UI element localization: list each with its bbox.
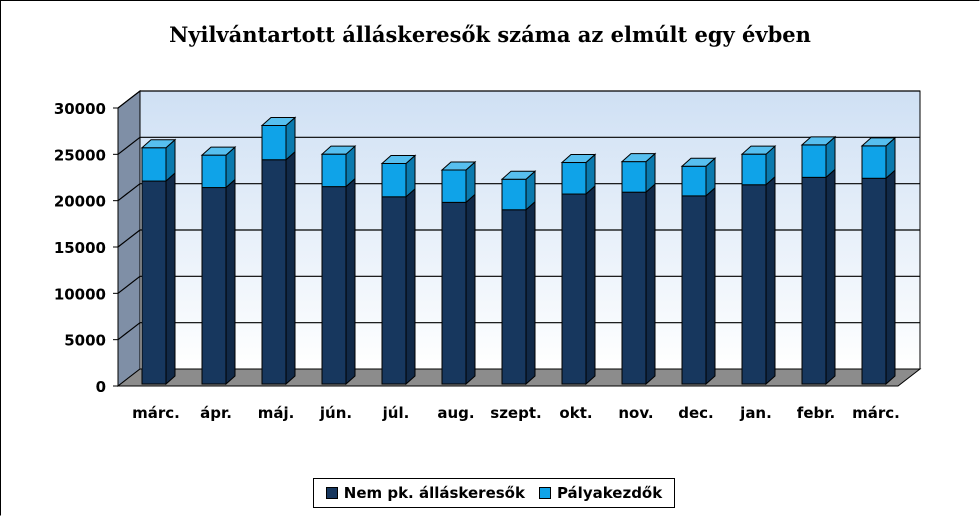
bar-segment [381, 162, 407, 198]
x-tick-label: okt. [559, 404, 592, 422]
bar-segment [381, 196, 407, 385]
bar-top [200, 146, 237, 156]
y-tick-label: 0 [96, 378, 106, 396]
bar-segment [321, 153, 347, 188]
bar-segment [681, 195, 707, 385]
bar-segment-side [645, 183, 656, 386]
legend: Nem pk. álláskeresők Pályakezdők [313, 478, 675, 508]
bar-segment [141, 180, 167, 385]
x-tick-label: márc. [132, 404, 180, 422]
bar-segment-side [405, 187, 416, 386]
bar-top [620, 153, 657, 163]
bar-segment [801, 144, 827, 178]
x-tick-label: nov. [618, 404, 653, 422]
bar-segment [441, 169, 467, 203]
bar-segment [861, 177, 887, 385]
legend-label-series-2: Pályakezdők [556, 484, 663, 502]
bar-top [320, 145, 357, 155]
bar-top [800, 136, 837, 146]
bar-segment [741, 184, 767, 385]
y-tick-label: 10000 [54, 285, 106, 303]
bar-segment-side [825, 168, 836, 386]
bar-segment [501, 178, 527, 211]
gridline [117, 322, 920, 341]
gridline [117, 90, 920, 109]
bar-segment [681, 165, 707, 197]
chart-title: Nyilvántartott álláskeresők száma az elm… [169, 22, 811, 47]
gridline [117, 229, 920, 248]
bar-segment [621, 191, 647, 385]
bar-top [380, 154, 417, 164]
bar-segment [801, 176, 827, 385]
x-tick-label: júl. [382, 404, 410, 422]
bar-segment [201, 154, 227, 189]
bar-segment-side [525, 200, 536, 386]
bar-segment [201, 187, 227, 385]
bar-top [860, 137, 897, 147]
bar-segment-side [225, 178, 236, 386]
bar-segment-side [465, 193, 476, 386]
gridline [117, 183, 920, 202]
bar-top [440, 161, 477, 171]
y-tick-label: 15000 [54, 239, 106, 257]
bar-segment [141, 147, 167, 182]
bar-top [680, 157, 717, 167]
x-tick-label: dec. [678, 404, 714, 422]
bar-segment [441, 201, 467, 385]
bar-segment-side [765, 175, 776, 386]
x-tick-label: aug. [437, 404, 474, 422]
legend-swatch-series-2 [538, 487, 551, 499]
bar-segment [561, 193, 587, 385]
gridline [117, 136, 920, 155]
gridline [117, 275, 920, 294]
legend-item-series-1: Nem pk. álláskeresők [325, 484, 525, 502]
bar-top [140, 139, 177, 149]
bar-segment-side [705, 186, 716, 386]
y-tick-label: 25000 [54, 146, 106, 164]
bar-segment [261, 159, 287, 385]
y-tick-label: 30000 [54, 100, 106, 118]
bar-top [500, 170, 537, 180]
x-tick-label: febr. [797, 404, 835, 422]
bar-top [560, 154, 597, 164]
y-tick-label: 5000 [64, 332, 106, 350]
bar-segment [741, 153, 767, 186]
bar-segment [501, 209, 527, 385]
bar-segment-side [285, 150, 296, 386]
legend-item-series-2: Pályakezdők [538, 484, 663, 502]
bar-segment-side [885, 169, 896, 386]
bar-segment [321, 186, 347, 385]
bar-top [260, 116, 297, 126]
bar-segment-side [585, 184, 596, 386]
bar-segment [561, 162, 587, 195]
x-tick-label: jún. [319, 404, 352, 422]
x-tick-label: ápr. [200, 404, 232, 422]
bar-segment [261, 124, 287, 161]
bar-segment [861, 145, 887, 179]
bar-segment-side [165, 171, 176, 386]
bar-segment [621, 161, 647, 193]
bar-top [740, 145, 777, 155]
legend-label-series-1: Nem pk. álláskeresők [343, 484, 525, 502]
x-tick-label: szept. [490, 404, 541, 422]
legend-swatch-series-1 [325, 487, 338, 499]
x-tick-label: márc. [852, 404, 900, 422]
bar-segment-side [345, 177, 356, 386]
y-tick-label: 20000 [54, 193, 106, 211]
x-tick-label: máj. [258, 404, 295, 422]
x-tick-label: jan. [739, 404, 772, 422]
